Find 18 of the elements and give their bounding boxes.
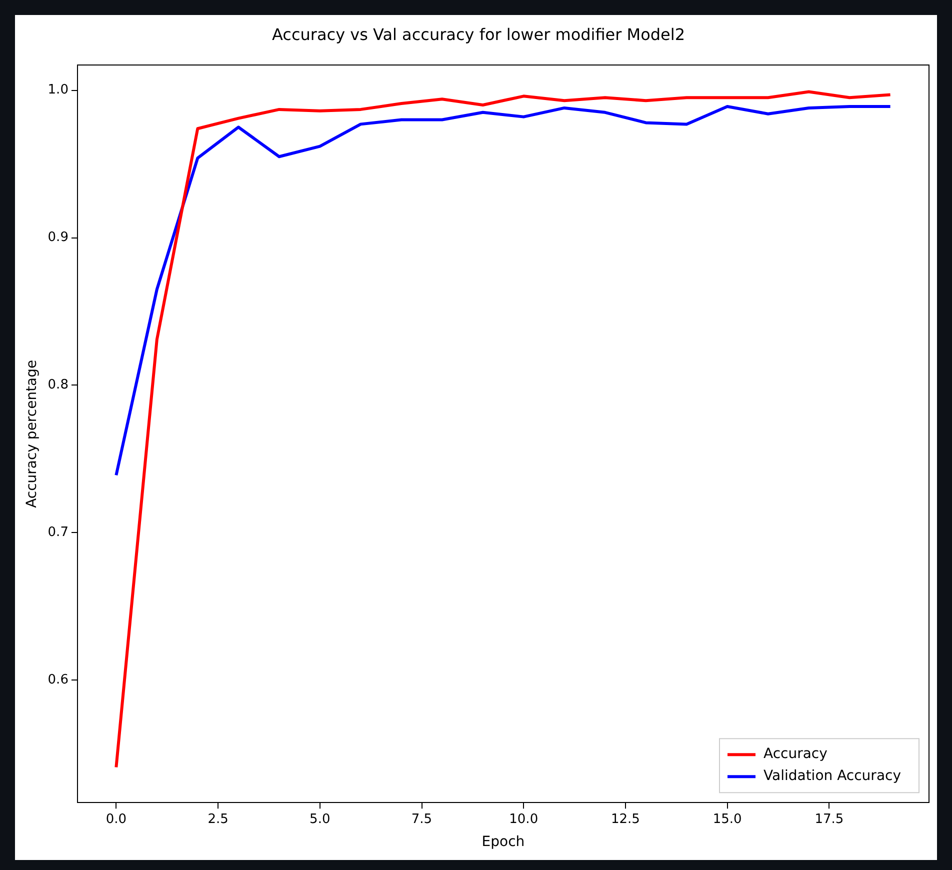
x-tick-label: 2.5	[208, 812, 228, 827]
x-tick-label: 10.0	[509, 812, 538, 827]
x-tick-label: 12.5	[610, 812, 640, 827]
x-tick-label: 0.0	[106, 812, 127, 827]
y-tick-label: 1.0	[48, 82, 68, 98]
y-axis-title: Accuracy percentage	[24, 360, 40, 508]
x-axis-title: Epoch	[482, 834, 525, 850]
legend-label: Accuracy	[764, 746, 828, 762]
legend-label: Validation Accuracy	[764, 768, 901, 784]
x-tick-label: 5.0	[310, 812, 330, 827]
y-tick-label: 0.6	[48, 672, 68, 688]
y-tick-label: 0.7	[48, 525, 68, 540]
x-tick-label: 15.0	[712, 812, 742, 827]
x-tick-label: 7.5	[411, 812, 432, 827]
y-tick-label: 0.9	[48, 230, 68, 246]
x-tick-label: 17.5	[814, 812, 844, 827]
y-tick-label: 0.8	[48, 378, 68, 393]
chart-title: Accuracy vs Val accuracy for lower modifier Model2	[272, 24, 686, 44]
